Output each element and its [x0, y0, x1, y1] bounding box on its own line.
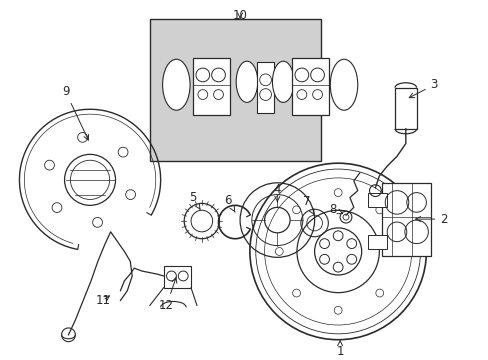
- Text: 5: 5: [189, 191, 200, 209]
- Bar: [163, 266, 191, 288]
- Bar: [382, 183, 430, 256]
- Bar: [367, 193, 386, 207]
- Text: 11: 11: [95, 294, 110, 307]
- Bar: [149, 19, 321, 161]
- Text: 9: 9: [61, 85, 88, 140]
- Ellipse shape: [329, 59, 357, 110]
- Bar: [256, 62, 274, 113]
- Bar: [367, 235, 386, 249]
- Text: 4: 4: [273, 183, 281, 202]
- Bar: [394, 88, 416, 129]
- Text: 12: 12: [159, 278, 177, 312]
- Text: 1: 1: [336, 341, 343, 358]
- Text: 8: 8: [329, 203, 342, 216]
- Text: 7: 7: [303, 195, 313, 214]
- Text: 6: 6: [224, 194, 235, 212]
- Ellipse shape: [163, 59, 190, 110]
- Text: 10: 10: [232, 9, 247, 22]
- Text: 2: 2: [415, 213, 447, 226]
- Text: 3: 3: [408, 78, 437, 98]
- Ellipse shape: [236, 61, 257, 102]
- Ellipse shape: [272, 61, 293, 102]
- Bar: [291, 58, 328, 115]
- Bar: [193, 58, 230, 115]
